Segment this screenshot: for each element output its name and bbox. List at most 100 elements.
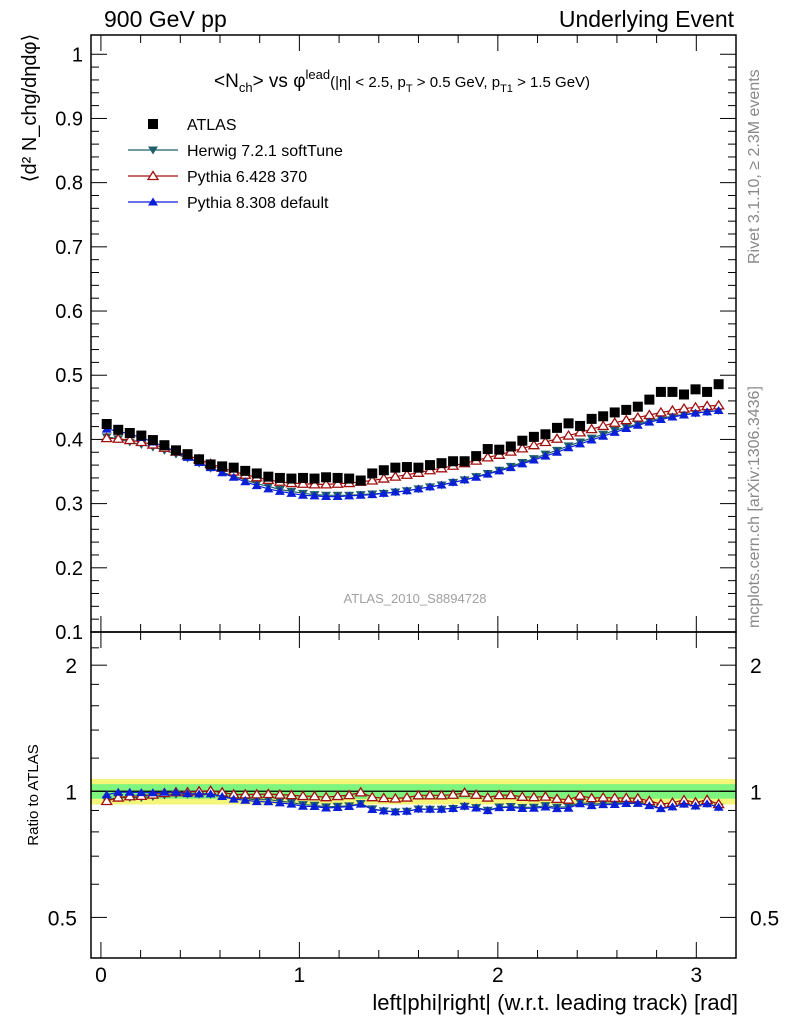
data-point-atlas — [390, 462, 401, 473]
data-point-atlas — [586, 413, 597, 424]
data-point-pythia6 — [550, 433, 564, 443]
legend: ATLAS Herwig 7.2.1 softTune Pythia 6.428 3… — [128, 117, 343, 212]
main-y-tick-label: 0.1 — [55, 622, 83, 644]
data-point-pythia8 — [297, 490, 308, 499]
data-point-pythia8 — [655, 415, 666, 424]
data-point-pythia6 — [516, 442, 529, 453]
data-point-atlas — [263, 471, 274, 482]
ratio-point-pythia8 — [101, 790, 112, 799]
ratio-point-pythia6 — [469, 789, 483, 799]
data-point-pythia8 — [240, 477, 251, 486]
series-herwig — [101, 407, 724, 500]
ratio-point-pythia8 — [632, 798, 643, 807]
data-point-pythia8 — [598, 431, 609, 440]
ratio-point-pythia8 — [182, 789, 193, 798]
data-point-atlas — [147, 435, 158, 446]
data-point-pythia8 — [378, 488, 389, 497]
data-point-pythia8 — [494, 466, 505, 475]
main-y-tick-label: 1 — [72, 44, 83, 66]
ratio-point-pythia6 — [516, 791, 529, 801]
ratio-point-pythia8 — [586, 801, 597, 810]
data-point-pythia8 — [436, 480, 447, 489]
data-point-pythia6 — [377, 472, 390, 483]
data-point-pythia6 — [366, 474, 379, 485]
data-point-pythia8 — [263, 484, 274, 493]
data-point-pythia6 — [573, 426, 587, 437]
ratio-panel: 0.5 0.5 1 1 2 2 0 1 2 3 — [48, 631, 779, 987]
ratio-point-pythia8 — [309, 801, 320, 810]
ratio-point-pythia8 — [401, 806, 412, 815]
data-point-pythia6 — [112, 433, 125, 443]
plot-title: <Nch> vs φlead(|η| < 2.5, pT > 0.5 GeV, … — [214, 67, 590, 95]
header-left-label: 900 GeV pp — [104, 6, 227, 32]
ratio-point-pythia6 — [504, 789, 517, 800]
data-point-pythia8 — [286, 488, 297, 497]
data-point-atlas — [459, 456, 470, 467]
data-point-atlas — [609, 407, 620, 418]
data-point-pythia8 — [217, 468, 228, 477]
ratio-point-pythia6 — [331, 790, 344, 801]
ratio-y-tick-label: 0.5 — [48, 907, 77, 930]
data-point-atlas — [505, 441, 516, 452]
ratio-point-pythia6 — [123, 790, 136, 801]
data-point-atlas — [205, 459, 216, 470]
ratio-point-pythia8 — [563, 803, 574, 812]
data-point-atlas — [667, 386, 678, 397]
ratio-point-pythia8 — [263, 797, 274, 806]
ratio-point-pythia6 — [354, 786, 367, 797]
data-point-pythia8 — [702, 407, 713, 416]
ratio-point-pythia8 — [159, 787, 170, 796]
data-point-atlas — [159, 440, 170, 451]
series-pythia8 — [101, 406, 724, 501]
data-point-pythia8 — [528, 455, 539, 464]
ratio-point-pythia8 — [124, 787, 135, 796]
ratio-point-pythia8 — [575, 799, 586, 808]
ratio-point-pythia8 — [205, 789, 216, 798]
main-panel: 0.1 0.2 0.3 0.4 0.5 0.6 0.7 0.8 0.9 1 — [55, 34, 737, 644]
ratio-y-axis-label: Ratio to ATLAS — [25, 744, 42, 845]
data-point-atlas — [632, 401, 643, 412]
data-point-pythia6 — [319, 478, 333, 489]
data-point-atlas — [136, 430, 147, 441]
ratio-point-pythia6 — [366, 791, 379, 802]
ratio-data-marks — [100, 785, 725, 817]
data-point-pythia6 — [620, 414, 633, 425]
header-right-label: Underlying Event — [558, 6, 734, 32]
data-point-pythia8 — [667, 412, 678, 421]
data-point-atlas — [355, 475, 366, 486]
data-point-pythia6 — [308, 478, 321, 489]
ratio-point-pythia6 — [562, 793, 575, 804]
ratio-point-pythia8 — [332, 802, 343, 811]
ratio-point-pythia8 — [702, 799, 713, 808]
data-point-pythia8 — [471, 472, 482, 481]
data-point-pythia8 — [713, 406, 724, 415]
data-point-atlas — [436, 458, 447, 469]
ratio-point-pythia8 — [228, 794, 239, 803]
ratio-point-pythia8 — [378, 806, 389, 815]
data-point-pythia6 — [135, 436, 148, 447]
ratio-point-pythia8 — [436, 804, 447, 813]
data-point-atlas — [482, 444, 493, 455]
ratio-point-pythia8 — [240, 795, 251, 804]
legend-label-herwig: Herwig 7.2.1 softTune — [187, 143, 343, 160]
x-axis-label: left|phi|right| (w.r.t. leading track) [… — [372, 990, 738, 1015]
ratio-point-pythia8 — [713, 802, 724, 811]
data-point-pythia8 — [482, 469, 493, 478]
data-point-pythia8 — [459, 475, 470, 484]
ratio-point-pythia8 — [517, 803, 528, 812]
ratio-point-pythia6 — [273, 788, 287, 799]
ratio-point-pythia8 — [274, 798, 285, 807]
data-point-pythia8 — [575, 439, 586, 448]
ratio-axis-ticks: 0.5 0.5 1 1 2 2 0 1 2 3 — [48, 632, 779, 987]
data-point-pythia6 — [597, 420, 610, 431]
ratio-y-tick-label: 1 — [65, 781, 77, 804]
data-point-atlas — [424, 460, 435, 471]
data-point-atlas — [274, 472, 285, 483]
main-y-axis-label: ⟨d² N_chg/dηdφ⟩ — [19, 34, 41, 183]
data-point-atlas — [286, 473, 297, 484]
ratio-point-pythia8 — [471, 803, 482, 812]
ratio-point-pythia6 — [319, 791, 333, 802]
data-point-atlas — [655, 386, 666, 397]
data-point-pythia8 — [505, 463, 516, 472]
